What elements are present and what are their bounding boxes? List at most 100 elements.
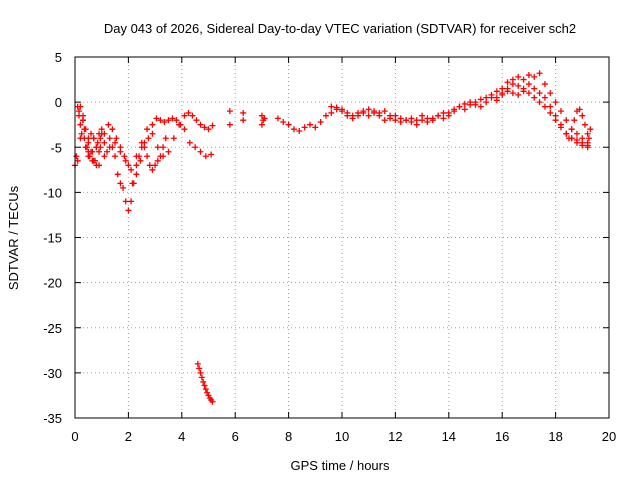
data-point — [88, 130, 95, 137]
data-point — [121, 153, 128, 160]
data-point — [149, 130, 156, 137]
data-point — [90, 135, 97, 142]
data-point — [258, 112, 265, 119]
data-point — [181, 126, 188, 133]
data-point — [128, 198, 135, 205]
data-point — [129, 180, 136, 187]
data-point — [80, 117, 87, 124]
y-tick-label: -35 — [43, 411, 62, 426]
data-point — [197, 121, 204, 128]
data-point — [499, 85, 506, 92]
data-point — [122, 198, 129, 205]
data-point — [112, 153, 119, 160]
data-point — [81, 135, 88, 142]
data-point — [181, 112, 188, 119]
x-tick-label: 18 — [548, 429, 562, 444]
data-point — [106, 144, 113, 151]
data-point — [198, 374, 205, 381]
data-point — [145, 135, 152, 142]
data-point — [355, 112, 362, 119]
x-tick-label: 0 — [71, 429, 78, 444]
data-point — [306, 121, 313, 128]
data-point — [322, 112, 329, 119]
data-points — [72, 70, 594, 405]
data-point — [440, 115, 447, 122]
data-point — [125, 162, 132, 169]
data-point — [200, 378, 207, 385]
data-point — [274, 115, 281, 122]
data-point — [208, 151, 215, 158]
data-point — [226, 108, 233, 115]
data-point — [584, 144, 591, 151]
data-point — [456, 103, 463, 110]
y-tick-label: -30 — [43, 366, 62, 381]
data-point — [552, 99, 559, 106]
data-point — [552, 117, 559, 124]
data-point — [209, 398, 216, 405]
data-point — [205, 392, 212, 399]
data-point — [509, 90, 516, 97]
data-point — [568, 126, 575, 133]
data-point — [381, 108, 388, 115]
data-point — [290, 126, 297, 133]
data-point — [531, 73, 538, 80]
data-point — [202, 153, 209, 160]
data-point — [112, 139, 119, 146]
data-point — [565, 135, 572, 142]
data-point — [371, 108, 378, 115]
data-point — [515, 73, 522, 80]
y-tick-label: -10 — [43, 185, 62, 200]
data-point — [563, 117, 570, 124]
data-point — [584, 130, 591, 137]
data-point — [312, 124, 319, 131]
data-point — [536, 70, 543, 77]
data-point — [78, 130, 85, 137]
data-point — [89, 148, 96, 155]
data-point — [86, 153, 93, 160]
data-point — [82, 126, 89, 133]
data-point — [113, 135, 120, 142]
data-point — [162, 135, 169, 142]
data-point — [344, 112, 351, 119]
data-point — [573, 130, 580, 137]
data-point — [160, 153, 167, 160]
y-tick-label: 5 — [55, 50, 62, 65]
data-point — [189, 112, 196, 119]
series-sat-track-a — [72, 103, 169, 214]
series-sat-track-d — [76, 112, 105, 164]
data-point — [581, 121, 588, 128]
data-point — [240, 117, 247, 124]
data-point — [122, 157, 129, 164]
data-point — [154, 157, 161, 164]
data-point — [328, 103, 335, 110]
data-point — [333, 104, 340, 111]
data-point — [579, 142, 586, 149]
data-point — [153, 115, 160, 122]
data-point — [477, 96, 484, 103]
data-point — [499, 91, 506, 98]
data-point — [579, 135, 586, 142]
data-point — [146, 162, 153, 169]
data-point — [186, 139, 193, 146]
x-axis-label: GPS time / hours — [291, 458, 390, 473]
data-point — [133, 162, 140, 169]
data-point — [413, 121, 420, 128]
data-point — [170, 135, 177, 142]
data-point — [515, 91, 522, 98]
data-point — [94, 139, 101, 146]
data-point — [84, 144, 91, 151]
data-point — [520, 88, 527, 95]
data-point — [451, 106, 458, 113]
data-point — [285, 121, 292, 128]
data-point — [138, 139, 145, 146]
x-tick-label: 8 — [285, 429, 292, 444]
data-point — [109, 126, 116, 133]
data-point — [96, 162, 103, 169]
data-point — [192, 144, 199, 151]
data-point — [161, 118, 168, 125]
data-point — [547, 109, 554, 116]
data-point — [85, 139, 92, 146]
data-point — [317, 118, 324, 125]
data-point — [137, 157, 144, 164]
data-point — [144, 153, 151, 160]
